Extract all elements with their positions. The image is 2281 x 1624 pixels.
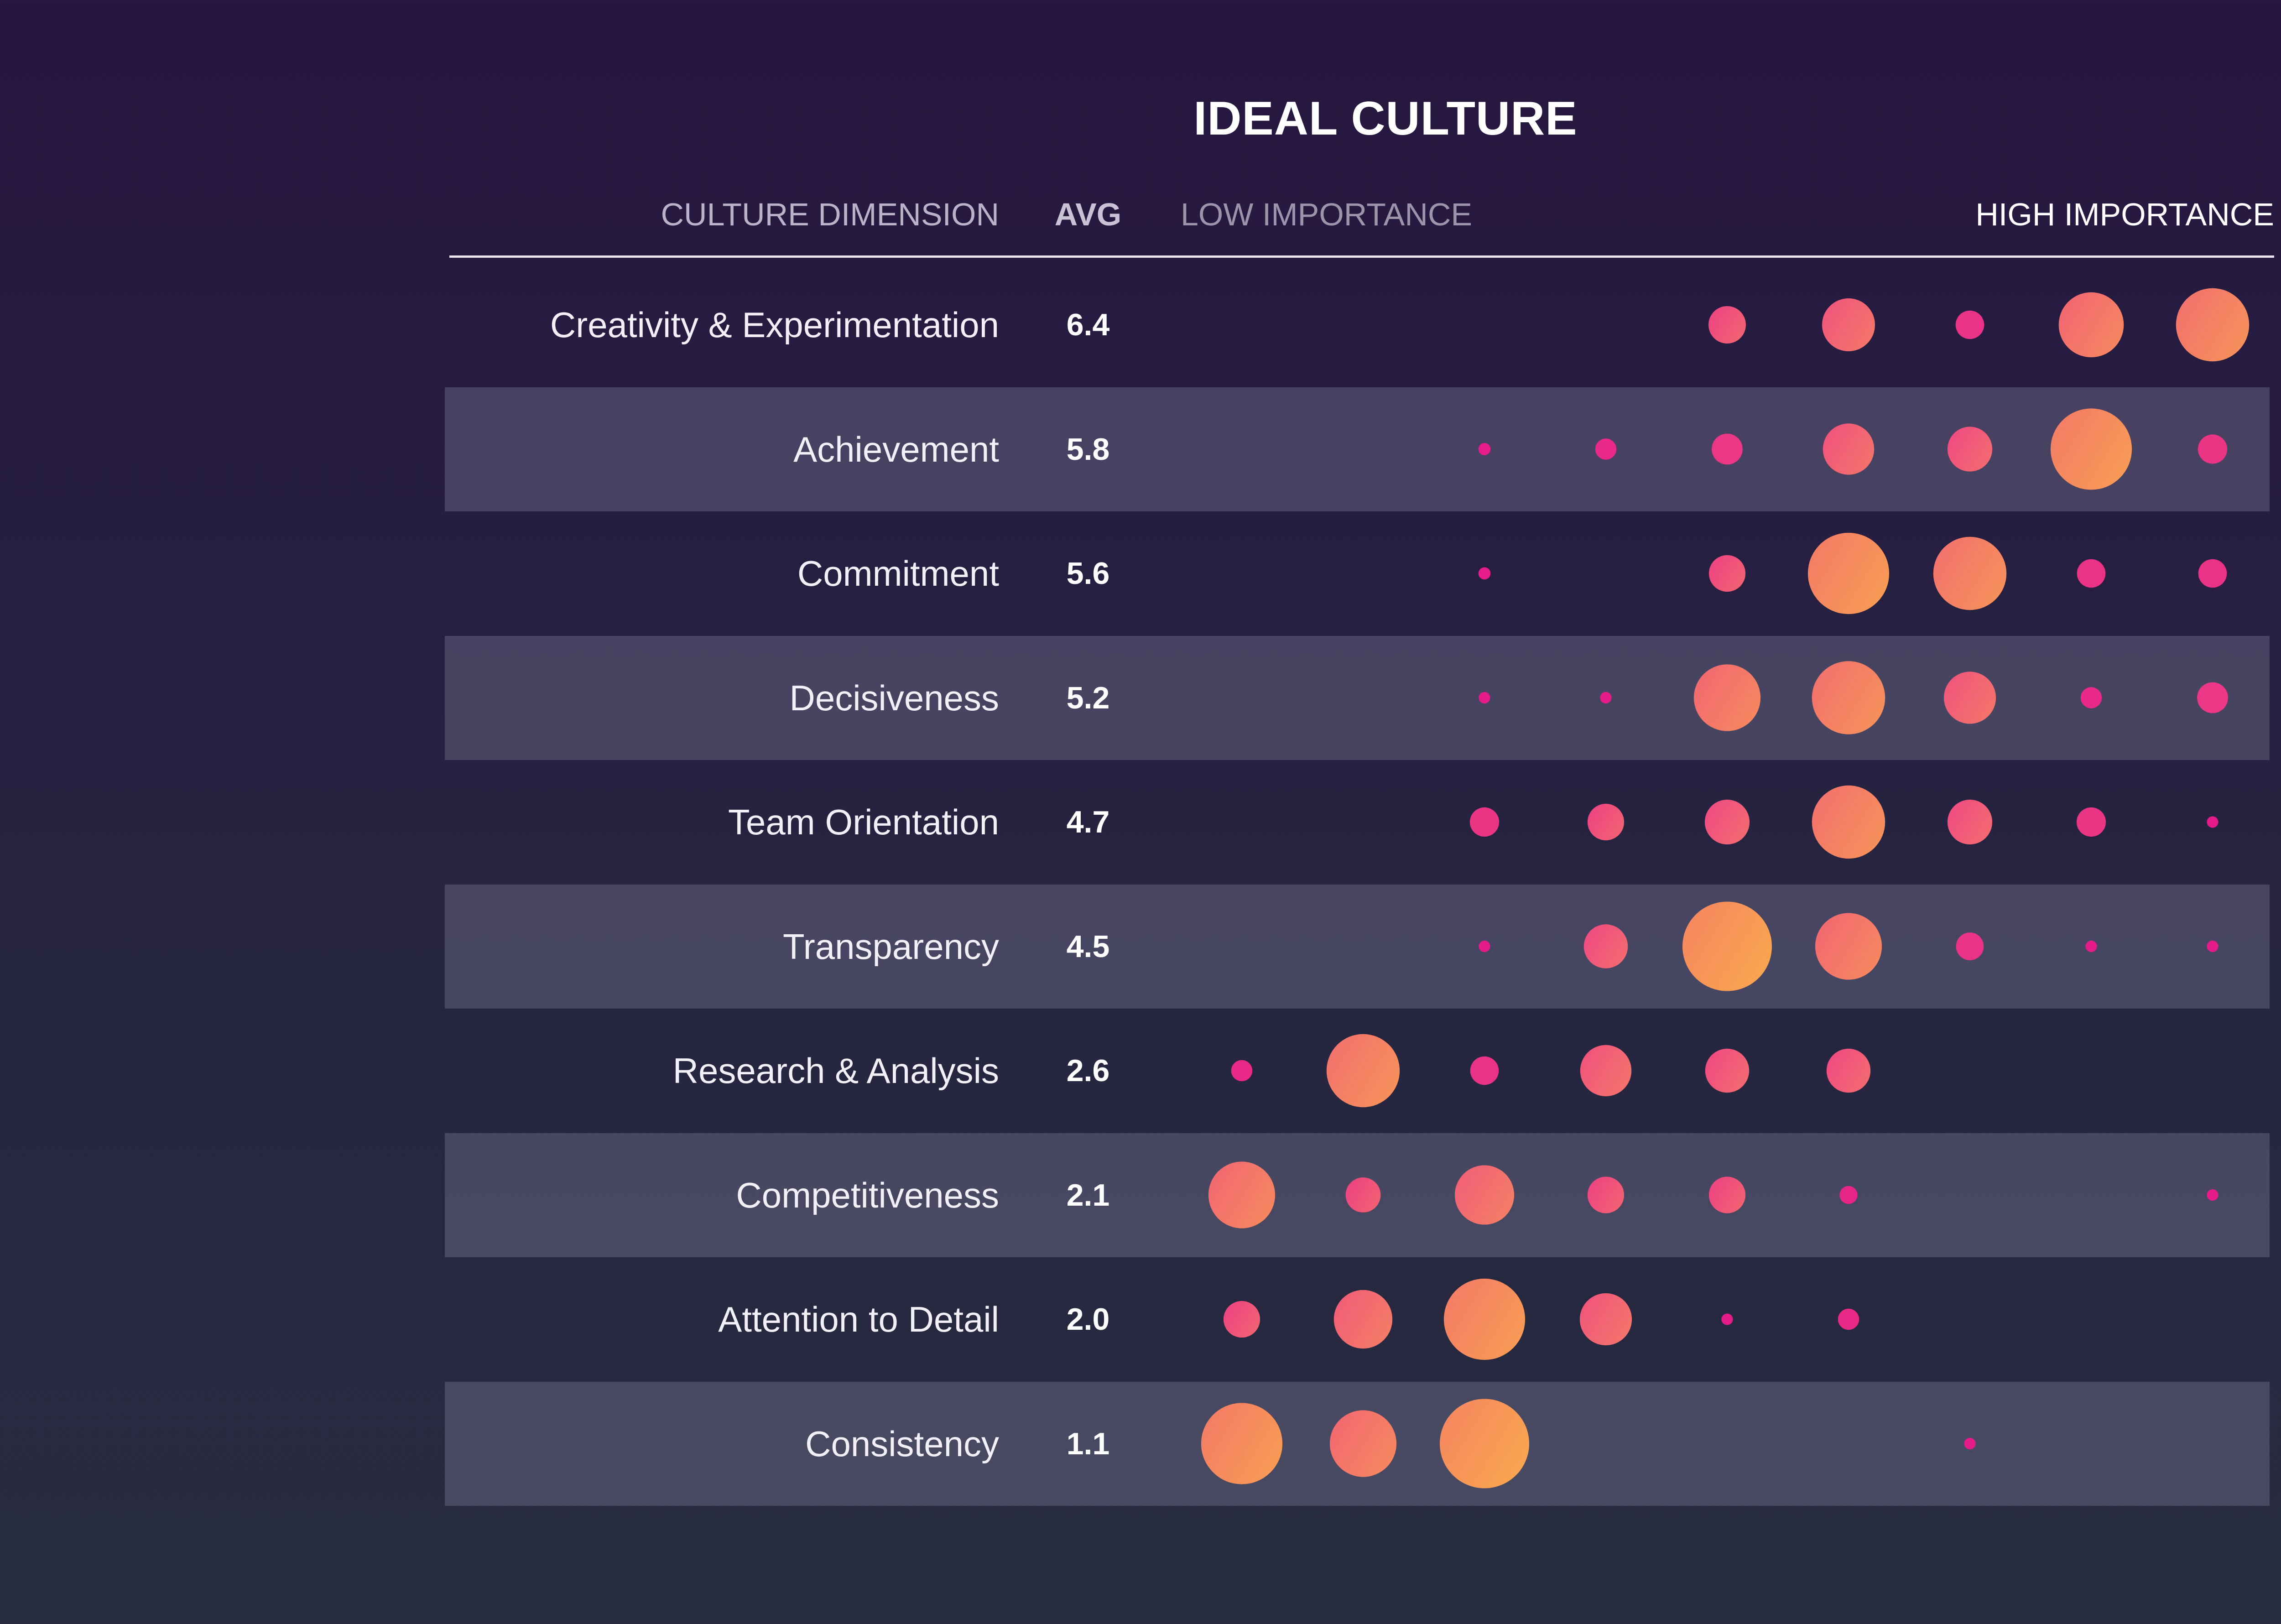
bubble-point [1708,1176,1746,1213]
bubble-point [1587,1176,1625,1213]
bubble-point [1580,1045,1632,1097]
bubble-point [1943,671,1996,724]
bubble-point [1682,901,1772,991]
bubble-point [2207,1189,2219,1201]
bubble-point [1583,924,1628,968]
bubble-point [1964,1437,1976,1450]
row-label: Creativity & Experimentation [550,305,999,345]
bubble-point [1600,692,1612,704]
bubble-point [1826,1048,1871,1093]
bubble-point [1823,423,1875,475]
chart-title: IDEAL CULTURE [1193,92,1578,145]
bubble-point [1721,1313,1733,1325]
row-avg-value: 2.0 [1066,1302,1110,1337]
row-avg-value: 5.6 [1066,556,1110,591]
row-avg-value: 1.1 [1066,1426,1110,1461]
bubble-point [1345,1177,1381,1213]
row-label: Team Orientation [728,802,999,842]
row-label: Consistency [805,1423,999,1464]
row-avg-value: 2.6 [1066,1053,1110,1088]
bubble-point [1326,1034,1400,1108]
row-label: Attention to Detail [718,1299,999,1339]
bubble-point [2085,940,2097,953]
bubble-point [2077,559,2106,588]
bubble-point [2058,292,2124,358]
bubble-point [1469,807,1500,837]
column-header-avg: AVG [1054,197,1122,232]
bubble-point [1839,1186,1858,1204]
bubble-point [1705,1048,1750,1093]
header-divider [449,255,2274,258]
column-header-dimension: CULTURE DIMENSION [661,197,999,232]
row-label: Achievement [793,429,999,469]
bubble-point [1479,940,1490,953]
row-label: Commitment [797,553,999,593]
row-avg-value: 4.5 [1066,929,1110,964]
bubble-point [1587,803,1625,841]
bubble-point [1208,1161,1276,1228]
row-avg-value: 6.4 [1066,307,1110,342]
bubble-point [1440,1399,1529,1489]
bubble-point [1454,1165,1515,1225]
row-label: Research & Analysis [672,1051,999,1091]
bubble-point [1955,310,1984,339]
bubble-point [1812,785,1885,859]
bubble-point [1223,1301,1260,1338]
bubble-point [1815,913,1882,980]
bubble-point [1708,555,1746,592]
bubble-point [1693,664,1761,731]
axis-label-high-importance: HIGH IMPORTANCE [1975,197,2274,232]
bubble-point [1333,1290,1393,1349]
row-avg-value: 4.7 [1066,805,1110,839]
bubble-point [1201,1403,1283,1484]
bubble-point [1478,443,1491,455]
bubble-point [1933,536,2007,610]
bubble-point [2076,807,2106,837]
axis-label-low-importance: LOW IMPORTANCE [1181,197,1473,232]
bubble-point [1708,306,1746,344]
bubble-point [1947,799,1993,845]
bubble-point [2198,434,2228,464]
bubble-point [2207,816,2219,828]
bubble-point [1838,1308,1859,1330]
bubble-point [1807,532,1890,614]
bubble-point [1947,427,1993,472]
bubble-point [1704,799,1750,845]
row-avg-value: 5.2 [1066,680,1110,715]
row-label: Decisiveness [789,677,999,718]
bubble-point [1712,433,1743,465]
row-label: Competitiveness [736,1175,999,1215]
bubble-point [2050,408,2132,490]
bubble-point [2207,940,2219,953]
bubble-point [1443,1278,1526,1360]
bubble-point [1329,1410,1397,1477]
bubble-point [1470,1056,1499,1085]
row-label: Transparency [783,926,999,967]
bubble-point [2197,682,2228,713]
bubble-point [1956,932,1984,960]
bubble-point [1231,1060,1253,1082]
bubble-point [1812,661,1885,734]
bubble-point [2080,687,2102,708]
bubble-point [1595,438,1617,460]
bubble-point [1479,692,1490,704]
row-avg-value: 2.1 [1066,1177,1110,1213]
bubble-point [1822,298,1875,351]
row-avg-value: 5.8 [1066,432,1110,467]
bubble-point [1478,567,1491,580]
bubble-point [2176,288,2250,362]
bubble-point [1579,1293,1632,1346]
bubble-point [2198,559,2227,588]
